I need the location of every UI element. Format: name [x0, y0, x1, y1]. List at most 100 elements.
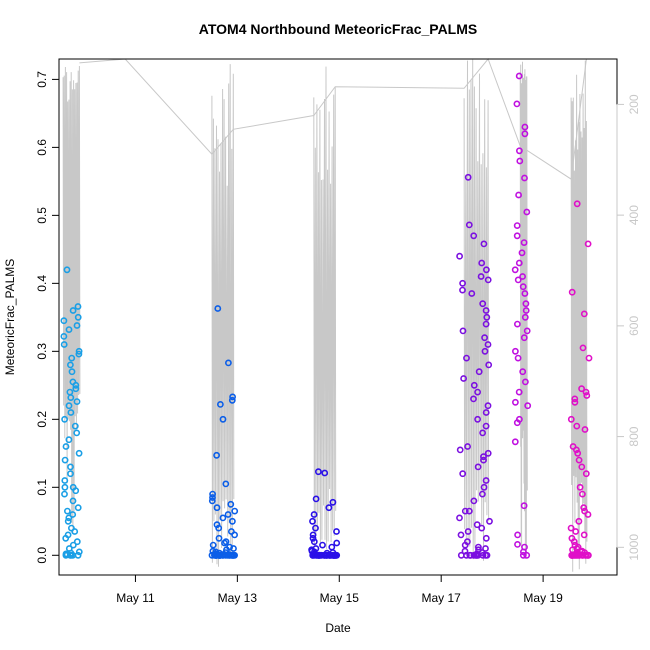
pressure-segment	[463, 59, 490, 561]
data-point	[520, 239, 528, 246]
data-point	[519, 368, 527, 376]
data-point	[485, 361, 493, 369]
data-point	[60, 332, 68, 340]
data-point	[482, 551, 489, 559]
data-point	[580, 531, 588, 539]
data-point	[72, 487, 80, 495]
data-point	[222, 480, 230, 488]
data-point	[209, 494, 216, 501]
data-point	[73, 322, 81, 329]
data-point	[519, 283, 527, 291]
data-point	[484, 402, 492, 410]
y-axis: 0.0 0.1 0.2 0.3 0.4 0.5 0.6 0.7	[35, 71, 60, 564]
data-point	[231, 507, 239, 515]
data-point	[323, 551, 331, 559]
pressure-segment	[211, 64, 235, 567]
data-point	[567, 415, 575, 423]
data-point	[66, 551, 74, 559]
data-point	[68, 354, 76, 362]
data-point	[474, 543, 482, 551]
data-point	[74, 551, 82, 559]
data-point	[224, 359, 232, 367]
right-tick-label: 400	[627, 205, 641, 225]
data-point	[585, 354, 593, 362]
data-point	[465, 507, 473, 515]
data-point	[484, 449, 492, 457]
data-point	[570, 551, 577, 559]
data-point	[523, 551, 531, 559]
data-point	[315, 551, 323, 559]
data-point	[583, 392, 591, 399]
data-point	[459, 279, 466, 287]
y-tick-label: 0.0	[35, 547, 49, 564]
data-point	[478, 259, 486, 267]
data-point	[463, 354, 470, 362]
data-point	[478, 490, 486, 498]
data-point	[464, 173, 472, 181]
data-point	[578, 463, 586, 471]
data-point	[309, 531, 317, 539]
data-point	[73, 429, 81, 437]
data-point	[482, 422, 490, 430]
data-point	[518, 249, 526, 257]
data-point	[67, 470, 74, 478]
data-point	[225, 551, 233, 559]
data-point	[511, 438, 519, 446]
data-point	[215, 534, 223, 542]
data-point	[221, 539, 228, 547]
data-point	[521, 290, 529, 297]
data-point	[519, 551, 527, 559]
data-point	[67, 463, 74, 471]
data-point	[461, 507, 469, 515]
data-point	[62, 534, 70, 542]
data-point	[575, 456, 583, 464]
data-point	[480, 453, 487, 461]
data-point	[464, 443, 471, 450]
data-point	[571, 398, 579, 406]
data-point	[522, 300, 530, 308]
data-point	[512, 347, 519, 355]
data-point	[482, 320, 490, 328]
data-point	[512, 398, 519, 406]
y-tick-label: 0.4	[35, 275, 49, 292]
right-tick-label: 200	[627, 94, 641, 114]
pressure-segment	[313, 66, 337, 549]
data-point	[513, 232, 521, 240]
data-point	[208, 497, 216, 505]
data-point	[522, 378, 529, 386]
data-point	[581, 426, 589, 433]
data-point	[209, 541, 217, 549]
data-point	[60, 341, 68, 348]
x-tick-label: May 13	[218, 591, 258, 605]
data-point	[310, 538, 318, 546]
data-point	[227, 500, 235, 508]
data-point	[570, 538, 578, 546]
data-point	[61, 415, 68, 423]
data-point	[484, 341, 492, 348]
data-point	[523, 327, 531, 335]
data-point	[74, 313, 82, 321]
data-point	[61, 483, 69, 491]
data-point	[580, 310, 588, 318]
data-point	[581, 507, 588, 515]
data-point	[574, 449, 582, 457]
right-pressure-axis: 200 400 600 800 1000	[616, 94, 641, 561]
data-point	[321, 469, 329, 477]
data-point	[516, 147, 523, 155]
data-point	[213, 451, 220, 459]
data-point	[578, 385, 585, 393]
data-point	[75, 350, 83, 358]
data-point	[459, 470, 467, 478]
x-tick-label: May 11	[116, 591, 155, 605]
data-point	[314, 468, 322, 476]
data-point	[73, 538, 81, 546]
data-point	[65, 402, 73, 410]
data-point	[229, 551, 237, 559]
data-point	[468, 290, 476, 297]
data-point	[69, 497, 77, 505]
data-point	[67, 361, 74, 369]
data-point	[482, 534, 490, 542]
right-tick-label: 1000	[627, 534, 641, 561]
x-tick-label: May 17	[422, 591, 462, 605]
data-point	[521, 174, 528, 182]
